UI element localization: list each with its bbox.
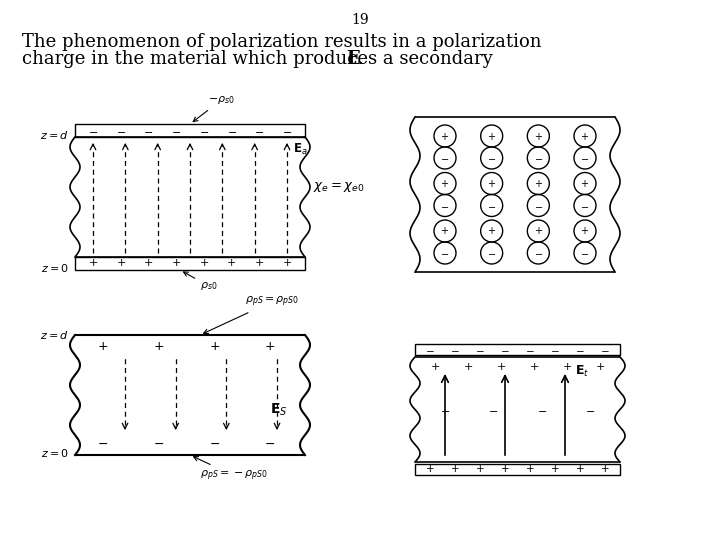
Text: $+$: $+$	[550, 463, 559, 475]
Text: $+$: $+$	[575, 463, 585, 475]
Text: $-$: $-$	[475, 345, 485, 355]
Text: $-$: $-$	[282, 126, 292, 136]
Text: $-$: $-$	[500, 345, 510, 355]
Text: $-$: $-$	[116, 126, 126, 136]
Text: $+$: $+$	[534, 178, 543, 189]
Text: $-$: $-$	[97, 436, 109, 449]
Text: $-$: $-$	[264, 436, 276, 449]
Text: $+$: $+$	[116, 258, 126, 268]
Text: $+$: $+$	[496, 361, 506, 373]
Text: $-\rho_{s0}$: $-\rho_{s0}$	[193, 94, 235, 122]
Text: $-$: $-$	[575, 345, 585, 355]
Text: $z=d$: $z=d$	[40, 329, 69, 341]
Bar	[415, 464, 620, 475]
Text: $-$: $-$	[580, 248, 590, 258]
Text: The phenomenon of polarization results in a polarization: The phenomenon of polarization results i…	[22, 33, 541, 51]
Text: $-$: $-$	[550, 345, 560, 355]
Text: $+$: $+$	[199, 258, 209, 268]
Text: $+$: $+$	[450, 463, 460, 475]
Text: $-$: $-$	[209, 436, 220, 449]
Text: $+$: $+$	[463, 361, 473, 373]
Text: $-$: $-$	[534, 200, 543, 211]
Text: $\rho_{pS} = \rho_{pS0}$: $\rho_{pS} = \rho_{pS0}$	[204, 294, 300, 334]
Text: $+$: $+$	[487, 226, 496, 237]
Text: $+$: $+$	[475, 463, 485, 475]
Text: $-$: $-$	[600, 345, 610, 355]
Text: $+$: $+$	[227, 258, 237, 268]
Text: $+$: $+$	[441, 226, 449, 237]
Text: $+$: $+$	[600, 463, 610, 475]
Text: $+$: $+$	[534, 131, 543, 141]
Text: $-$: $-$	[585, 405, 595, 415]
Text: $\chi_e = \chi_{e0}$: $\chi_e = \chi_{e0}$	[313, 180, 364, 194]
Text: $+$: $+$	[88, 258, 98, 268]
Text: $+$: $+$	[441, 131, 449, 141]
Text: $-$: $-$	[254, 126, 264, 136]
Text: $-$: $-$	[153, 436, 164, 449]
Text: $+$: $+$	[282, 258, 292, 268]
Text: $+$: $+$	[254, 258, 264, 268]
Text: $+$: $+$	[500, 463, 510, 475]
Text: $-$: $-$	[488, 405, 498, 415]
Text: $-$: $-$	[441, 153, 449, 163]
Bar	[75, 257, 305, 270]
Text: $+$: $+$	[595, 361, 605, 373]
Text: $-$: $-$	[487, 153, 496, 163]
Text: $+$: $+$	[430, 361, 440, 373]
Text: $+$: $+$	[487, 178, 496, 189]
Text: $-$: $-$	[227, 126, 237, 136]
Text: $-$: $-$	[88, 126, 98, 136]
Text: $z=0$: $z=0$	[41, 447, 69, 459]
Text: $-$: $-$	[580, 153, 590, 163]
Text: $+$: $+$	[143, 258, 153, 268]
Text: $-$: $-$	[143, 126, 153, 136]
Bar	[415, 344, 620, 355]
Text: $-$: $-$	[487, 200, 496, 211]
Text: $\mathbf{E}_S$: $\mathbf{E}_S$	[270, 402, 287, 418]
Text: $-$: $-$	[441, 200, 449, 211]
Text: $+$: $+$	[441, 178, 449, 189]
Text: $-$: $-$	[441, 248, 449, 258]
Text: $z=0$: $z=0$	[41, 262, 69, 274]
Text: $-$: $-$	[534, 153, 543, 163]
Text: $+$: $+$	[562, 361, 572, 373]
Text: $+$: $+$	[171, 258, 181, 268]
Text: E: E	[346, 50, 359, 68]
Text: $\rho_{pS} = -\rho_{pS0}$: $\rho_{pS} = -\rho_{pS0}$	[194, 457, 268, 483]
Text: $-$: $-$	[580, 200, 590, 211]
Text: $+$: $+$	[426, 463, 435, 475]
Text: $-$: $-$	[534, 248, 543, 258]
Text: $+$: $+$	[580, 131, 590, 141]
Text: .: .	[357, 50, 363, 68]
Text: $+$: $+$	[97, 341, 109, 354]
Text: $+$: $+$	[264, 341, 276, 354]
Text: $\mathbf{E}_t$: $\mathbf{E}_t$	[575, 363, 590, 379]
Bar	[75, 124, 305, 137]
Text: $+$: $+$	[209, 341, 220, 354]
Text: $-$: $-$	[426, 345, 435, 355]
Text: $\mathbf{E}_a$: $\mathbf{E}_a$	[293, 141, 307, 157]
Text: $+$: $+$	[580, 178, 590, 189]
Text: charge in the material which produces a secondary: charge in the material which produces a …	[22, 50, 498, 68]
Text: $+$: $+$	[525, 463, 535, 475]
Text: 19: 19	[351, 13, 369, 27]
Text: $+$: $+$	[153, 341, 164, 354]
Text: $+$: $+$	[487, 131, 496, 141]
Text: $\rho_{s0}$: $\rho_{s0}$	[184, 272, 217, 292]
Text: $-$: $-$	[525, 345, 535, 355]
Text: $+$: $+$	[529, 361, 539, 373]
Text: $-$: $-$	[199, 126, 209, 136]
Text: $-$: $-$	[536, 405, 546, 415]
Text: $+$: $+$	[534, 226, 543, 237]
Text: $-$: $-$	[171, 126, 181, 136]
Text: $z=d$: $z=d$	[40, 129, 69, 141]
Text: $-$: $-$	[487, 248, 496, 258]
Text: $+$: $+$	[580, 226, 590, 237]
Text: $-$: $-$	[450, 345, 460, 355]
Text: $-$: $-$	[440, 405, 450, 415]
